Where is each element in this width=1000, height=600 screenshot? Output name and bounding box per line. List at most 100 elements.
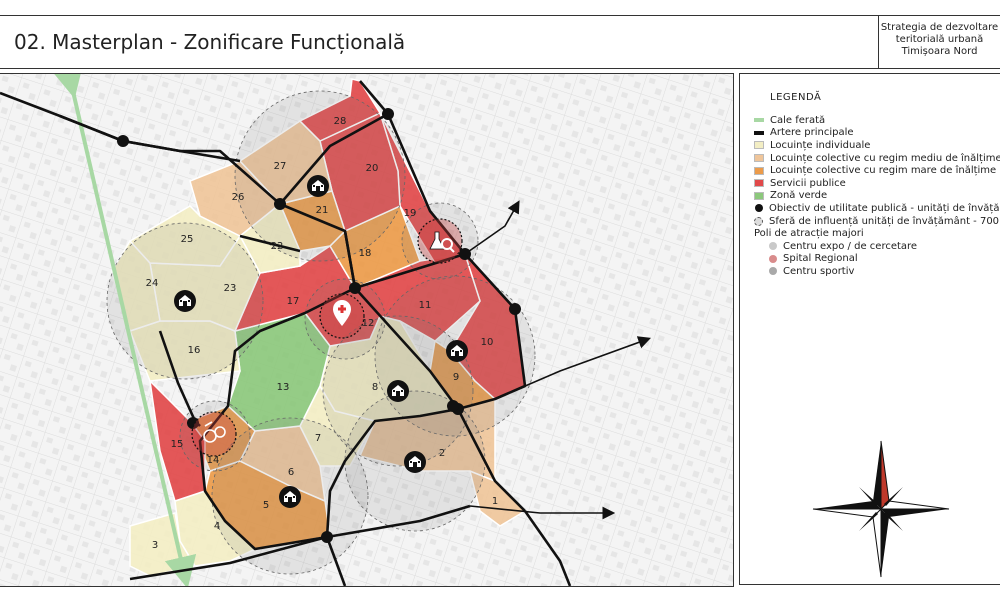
legend-item: Artere principale	[754, 127, 1000, 140]
page-title: 02. Masterplan - Zonificare Funcțională	[14, 30, 406, 54]
railway-line	[51, 74, 197, 586]
legend-item: Servicii publice	[754, 177, 1000, 190]
legend-swatch	[754, 154, 764, 163]
zone-number-label: 23	[224, 283, 237, 294]
legend-label: Zonă verde	[770, 190, 828, 202]
project-info: Strategia de dezvoltare teritorială urba…	[878, 16, 1000, 68]
legend-label: Centru sportiv	[783, 265, 855, 277]
legend-item: Sferă de influență unități de învățământ…	[754, 215, 1000, 228]
main-artery	[354, 252, 466, 290]
legend-swatch	[754, 216, 763, 226]
zone-number-label: 24	[146, 278, 159, 289]
zone-number-label: 6	[288, 467, 294, 478]
legend-label: Sferă de influență unități de învățământ…	[769, 215, 1000, 227]
zoning-map[interactable]: 1234567891011121314151617181920212223242…	[0, 74, 733, 586]
school-icon[interactable]	[174, 290, 196, 312]
main-artery	[523, 510, 572, 586]
zone-number-label: 22	[271, 241, 284, 252]
legend-swatch	[769, 267, 777, 276]
road-junction	[321, 531, 333, 543]
zone-number-label: 25	[181, 234, 194, 245]
school-icon[interactable]	[307, 175, 329, 197]
legend-list: Cale ferată Artere principale Locuințe ind…	[754, 114, 1000, 278]
zone-26[interactable]	[189, 160, 282, 237]
legend-item: Poli de atracție majori	[754, 227, 1000, 240]
legend-swatch	[754, 166, 764, 175]
project-line: teritorială urbană	[895, 34, 984, 45]
project-line: Strategia de dezvoltare	[880, 22, 999, 33]
legend-label: Locuințe colective cu regim mare de înăl…	[770, 165, 997, 177]
legend-label: Cale ferată	[770, 114, 826, 126]
zone-number-label: 11	[419, 300, 432, 311]
zone-number-label: 3	[152, 540, 158, 551]
legend-item: Spital Regional	[754, 253, 1000, 266]
header: 02. Masterplan - Zonificare Funcțională …	[0, 15, 1000, 69]
zone-number-label: 9	[453, 372, 459, 383]
zone-14[interactable]	[189, 405, 256, 472]
main-artery	[325, 536, 347, 586]
zone-number-label: 2	[439, 448, 445, 459]
legend-item: Obiectiv de utilitate publică - unități …	[754, 202, 1000, 215]
zone-number-label: 7	[315, 433, 321, 444]
legend-item: Locuințe colective cu regim mare de înăl…	[754, 164, 1000, 177]
hospital-pin-icon[interactable]	[319, 293, 365, 339]
main-artery	[239, 234, 301, 253]
zone-number-label: 15	[171, 439, 184, 450]
zone-number-label: 14	[207, 455, 220, 466]
school-icon[interactable]	[387, 380, 409, 402]
legend-label: Servicii publice	[770, 177, 846, 189]
school-icon[interactable]	[404, 451, 426, 473]
legend-title: LEGENDĂ	[770, 92, 822, 103]
road-junction	[447, 400, 459, 412]
zone-number-label: 19	[404, 208, 417, 219]
legend-panel: LEGENDĂ Cale ferată Artere principale Locu…	[739, 73, 1000, 585]
zone-number-label: 16	[188, 345, 201, 356]
labels-layer: 1234567891011121314151617181920212223242…	[146, 116, 499, 551]
zone-number-label: 20	[366, 163, 379, 174]
zone-number-label: 17	[287, 296, 300, 307]
roads-layer	[0, 74, 652, 586]
road-junction	[382, 108, 394, 120]
outbound-arrow	[469, 505, 616, 520]
legend-label: Centru expo / de cercetare	[783, 240, 918, 252]
map-panel[interactable]: 1 2 3 4 5 6 7 8 9 10 11 12 13 14 15 16 17 18 19 20 21 22 23 24 2…	[0, 73, 734, 587]
compass-rose-icon	[812, 440, 950, 578]
legend-swatch	[769, 254, 777, 263]
sport-icon[interactable]	[191, 411, 237, 457]
main-artery	[122, 139, 241, 163]
legend-swatch	[754, 191, 764, 200]
zone-number-label: 1	[492, 496, 498, 507]
main-artery	[59, 114, 124, 143]
legend-item: Centru sportiv	[754, 265, 1000, 278]
project-line: Timișoara Nord	[901, 46, 978, 57]
school-icon[interactable]	[446, 340, 468, 362]
zone-number-label: 10	[481, 337, 494, 348]
legend-label: Locuințe colective cu regim mediu de înă…	[770, 152, 1000, 164]
legend-label: Obiectiv de utilitate publică - unități …	[769, 202, 1000, 214]
legend-item: Zonă verde	[754, 190, 1000, 203]
icons-layer	[174, 175, 468, 508]
outbound-arrow	[464, 200, 520, 255]
flask-icon[interactable]	[417, 218, 463, 264]
school-icon[interactable]	[279, 486, 301, 508]
zone-number-label: 12	[362, 318, 375, 329]
legend-label: Locuințe individuale	[770, 139, 871, 151]
main-artery	[325, 407, 459, 538]
road-junction	[509, 303, 521, 315]
zone-number-label: 5	[263, 500, 269, 511]
main-artery	[343, 230, 526, 512]
road-junction	[274, 198, 286, 210]
legend-item: Centru expo / de cercetare	[754, 240, 1000, 253]
legend-swatch	[755, 204, 763, 213]
main-artery	[279, 80, 390, 205]
road-junction	[459, 248, 471, 260]
legend-label: Artere principale	[770, 127, 854, 139]
legend-swatch	[754, 179, 764, 188]
zone-number-label: 13	[277, 382, 290, 393]
zone-number-label: 8	[372, 382, 378, 393]
legend-swatch	[754, 141, 764, 150]
legend-item: Cale ferată	[754, 114, 1000, 127]
road-junction	[349, 282, 361, 294]
legend-label: Poli de atracție majori	[754, 228, 864, 240]
zone-number-label: 18	[359, 248, 372, 259]
